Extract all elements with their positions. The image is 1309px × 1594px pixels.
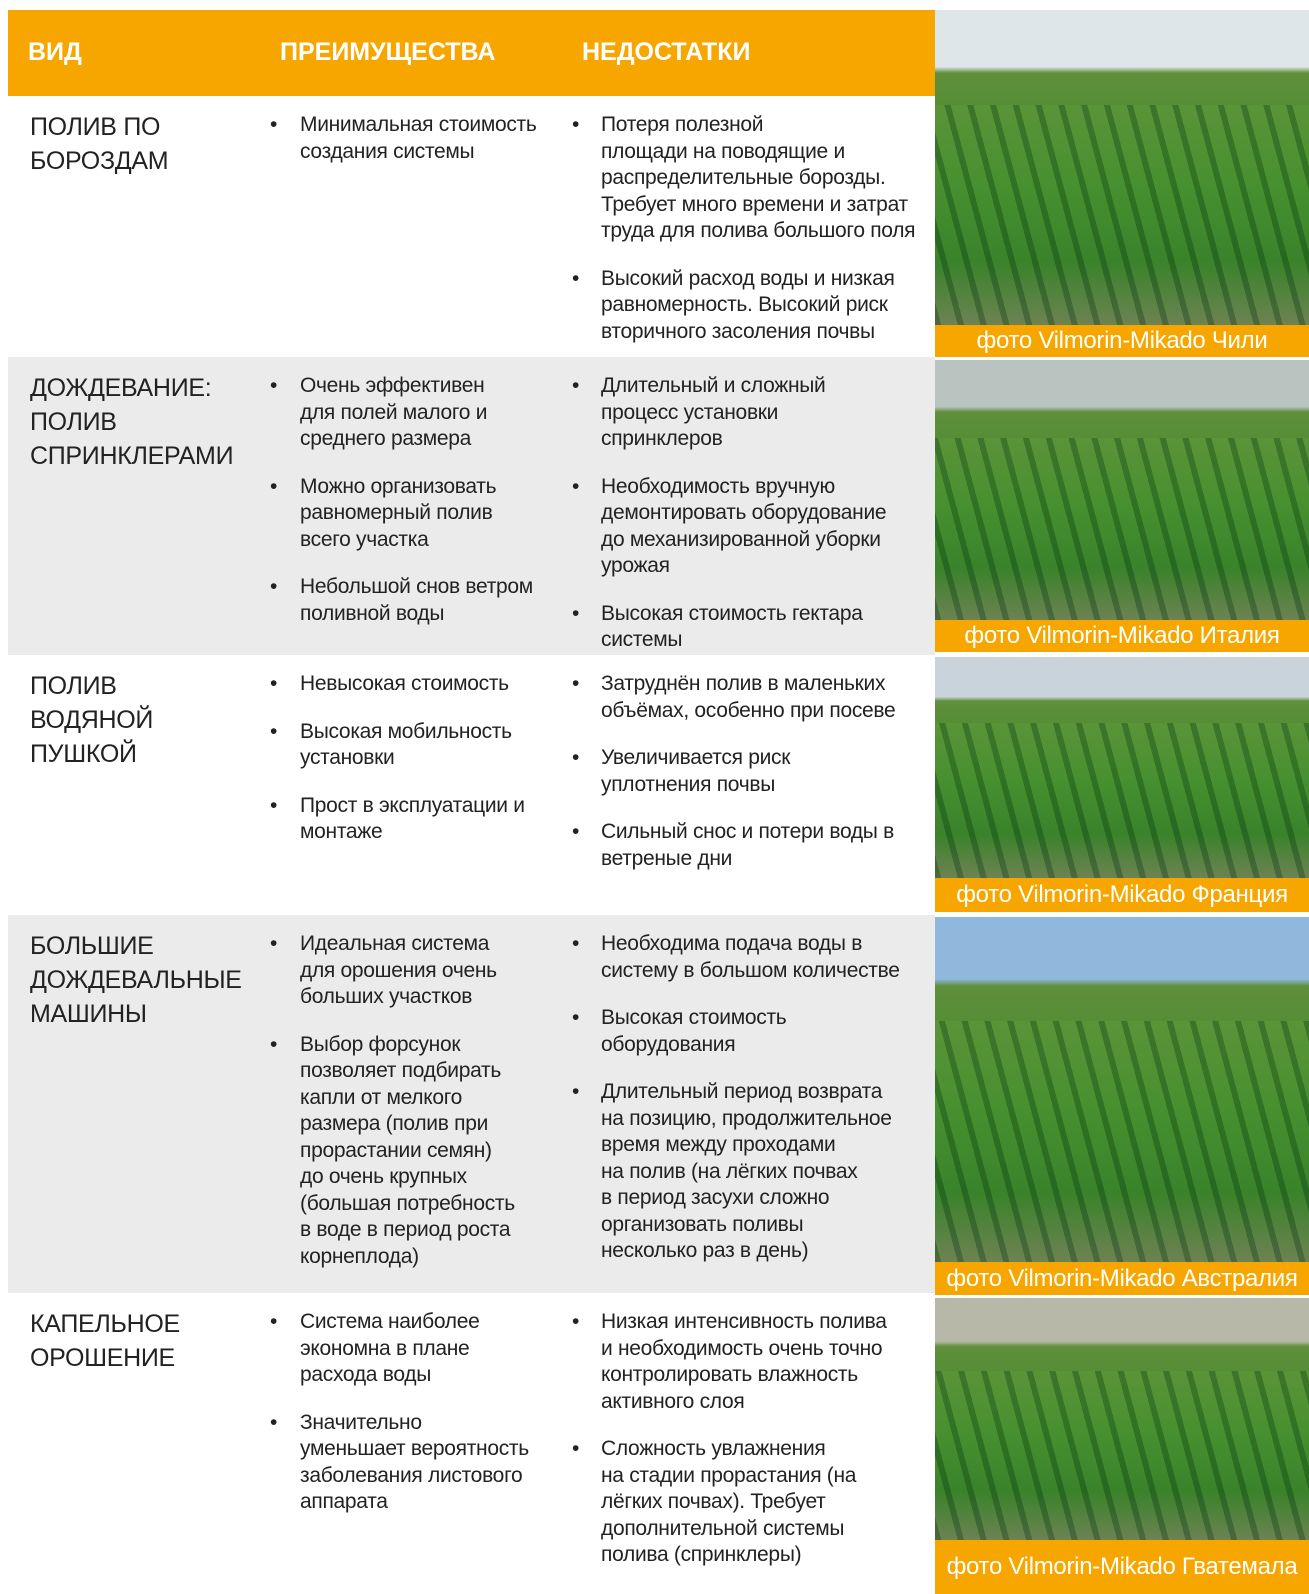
- type-label: ДОЖДЕВАНИЕ: ПОЛИВ СПРИНКЛЕРАМИ: [30, 371, 260, 473]
- photo-caption: фото Vilmorin-Mikado Чили: [935, 325, 1309, 357]
- advantage-item: Невысокая стоимость: [300, 671, 560, 698]
- photo-rows: [935, 105, 1309, 326]
- bullet: •: [572, 745, 579, 772]
- type-label: БОЛЬШИЕ ДОЖДЕВАЛЬНЫЕ МАШИНЫ: [30, 929, 260, 1031]
- bullet: •: [270, 574, 277, 601]
- bullet: •: [572, 1309, 579, 1336]
- bullet: •: [270, 1410, 277, 1437]
- advantage-item: Небольшой снов ветром поливной воды: [300, 574, 560, 627]
- photo-caption: фото Vilmorin-Mikado Гватемала: [935, 1540, 1309, 1594]
- type-label: ПОЛИВ ВОДЯНОЙ ПУШКОЙ: [30, 669, 260, 771]
- page: ВИД ПРЕИМУЩЕСТВА НЕДОСТАТКИ ПОЛИВ ПО БОРОЗД…: [0, 0, 1309, 1594]
- disadvantage-item: Высокая стоимость оборудования: [601, 1005, 931, 1058]
- bullet: •: [270, 474, 277, 501]
- photo-caption: фото Vilmorin-Mikado Франция: [935, 878, 1309, 912]
- photo-rows: [935, 1371, 1309, 1540]
- disadvantage-item: Необходимость вручную демонтировать обор…: [601, 474, 931, 580]
- bullet: •: [572, 266, 579, 293]
- advantage-item: Прост в эксплуатации и монтаже: [300, 793, 560, 846]
- bullet: •: [270, 931, 277, 958]
- bullet: •: [572, 474, 579, 501]
- advantage-item: Высокая мобильность установки: [300, 719, 560, 772]
- disadvantage-item: Высокий расход воды и низкая равномернос…: [601, 266, 931, 346]
- disadvantage-item: Потеря полезной площади на поводящие и р…: [601, 112, 931, 245]
- disadvantage-item: Низкая интенсивность полива и необходимо…: [601, 1309, 931, 1415]
- bullet: •: [572, 1005, 579, 1032]
- bullet: •: [572, 373, 579, 400]
- bullet: •: [572, 601, 579, 628]
- disadvantage-item: Необходима подача воды в систему в больш…: [601, 931, 931, 984]
- photo-rows: [935, 1021, 1309, 1263]
- photo-caption: фото Vilmorin-Mikado Италия: [935, 620, 1309, 652]
- column-header: НЕДОСТАТКИ: [582, 38, 750, 67]
- bullet: •: [572, 112, 579, 139]
- bullet: •: [572, 931, 579, 958]
- bullet: •: [270, 1032, 277, 1059]
- disadvantage-item: Затруднён полив в маленьких объёмах, осо…: [601, 671, 931, 724]
- advantage-item: Система наиболее экономна в плане расход…: [300, 1309, 560, 1389]
- type-label: КАПЕЛЬНОЕ ОРОШЕНИЕ: [30, 1307, 260, 1375]
- advantage-item: Идеальная система для орошения очень бол…: [300, 931, 560, 1011]
- type-label: ПОЛИВ ПО БОРОЗДАМ: [30, 110, 260, 178]
- disadvantage-item: Увеличивается риск уплотнения почвы: [601, 745, 931, 798]
- bullet: •: [270, 112, 277, 139]
- bullet: •: [572, 819, 579, 846]
- bullet: •: [270, 671, 277, 698]
- disadvantage-item: Сложность увлажнения на стадии прорастан…: [601, 1436, 931, 1569]
- bullet: •: [270, 719, 277, 746]
- advantage-item: Минимальная стоимость создания системы: [300, 112, 560, 165]
- disadvantage-item: Длительный период возврата на позицию, п…: [601, 1079, 931, 1265]
- bullet: •: [270, 373, 277, 400]
- column-header: ПРЕИМУЩЕСТВА: [280, 38, 495, 67]
- advantage-item: Значительно уменьшает вероятность заболе…: [300, 1410, 560, 1516]
- advantage-item: Можно организовать равномерный полив все…: [300, 474, 560, 554]
- bullet: •: [572, 1079, 579, 1106]
- bullet: •: [572, 1436, 579, 1463]
- disadvantage-item: Высокая стоимость гектара системы: [601, 601, 931, 654]
- photo-rows: [935, 723, 1309, 878]
- photo-rows: [935, 438, 1309, 620]
- advantage-item: Выбор форсунок позволяет подбирать капли…: [300, 1032, 560, 1271]
- disadvantage-item: Длительный и сложный процесс установки с…: [601, 373, 931, 453]
- bullet: •: [572, 671, 579, 698]
- bullet: •: [270, 1309, 277, 1336]
- advantage-item: Очень эффективен для полей малого и сред…: [300, 373, 560, 453]
- bullet: •: [270, 793, 277, 820]
- disadvantage-item: Сильный снос и потери воды в ветреные дн…: [601, 819, 931, 872]
- column-header: ВИД: [28, 38, 82, 67]
- photo-caption: фото Vilmorin-Mikado Австралия: [935, 1262, 1309, 1295]
